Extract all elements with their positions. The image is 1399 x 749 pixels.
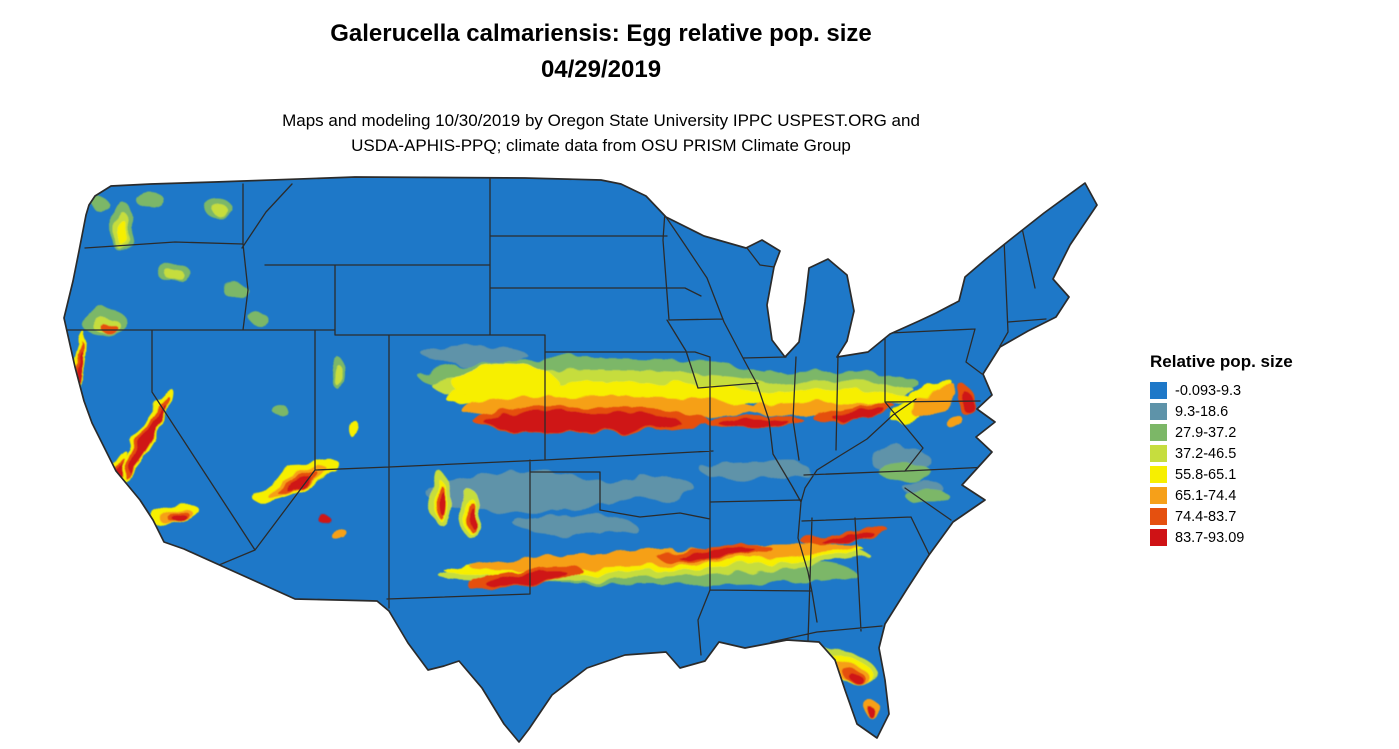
legend-label: 27.9-37.2 [1175, 424, 1237, 441]
subtitle-line1: Maps and modeling 10/30/2019 by Oregon S… [282, 111, 920, 130]
legend-item: 65.1-74.4 [1150, 487, 1293, 504]
legend-item: 55.8-65.1 [1150, 466, 1293, 483]
subtitle-line2: USDA-APHIS-PPQ; climate data from OSU PR… [351, 136, 851, 155]
legend-swatch [1150, 424, 1167, 441]
page-title-line1: Galerucella calmariensis: Egg relative p… [330, 20, 872, 47]
legend-label: -0.093-9.3 [1175, 382, 1242, 399]
us-map-svg [63, 176, 1098, 743]
legend-item: 74.4-83.7 [1150, 508, 1293, 525]
legend-label: 55.8-65.1 [1175, 466, 1237, 483]
legend-item: -0.093-9.3 [1150, 382, 1293, 399]
title-block: Galerucella calmariensis: Egg relative p… [0, 16, 1202, 88]
us-outline [63, 176, 1098, 743]
legend-label: 65.1-74.4 [1175, 487, 1237, 504]
subtitle-block: Maps and modeling 10/30/2019 by Oregon S… [0, 108, 1202, 158]
state-borders [66, 177, 1047, 656]
legend-item: 37.2-46.5 [1150, 445, 1293, 462]
legend-item: 27.9-37.2 [1150, 424, 1293, 441]
legend-swatch [1150, 508, 1167, 525]
legend-item: 9.3-18.6 [1150, 403, 1293, 420]
legend-label: 37.2-46.5 [1175, 445, 1237, 462]
legend: Relative pop. size -0.093-9.3 9.3-18.6 2… [1150, 352, 1293, 550]
legend-swatch [1150, 529, 1167, 546]
legend-swatch [1150, 466, 1167, 483]
legend-swatch [1150, 382, 1167, 399]
legend-swatch [1150, 487, 1167, 504]
legend-label: 74.4-83.7 [1175, 508, 1237, 525]
us-map [55, 170, 1145, 744]
legend-item: 83.7-93.09 [1150, 529, 1293, 546]
page-title-date: 04/29/2019 [540, 56, 662, 83]
legend-label: 9.3-18.6 [1175, 403, 1229, 420]
legend-swatch [1150, 445, 1167, 462]
legend-swatch [1150, 403, 1167, 420]
legend-label: 83.7-93.09 [1175, 529, 1245, 546]
legend-title: Relative pop. size [1150, 352, 1293, 371]
